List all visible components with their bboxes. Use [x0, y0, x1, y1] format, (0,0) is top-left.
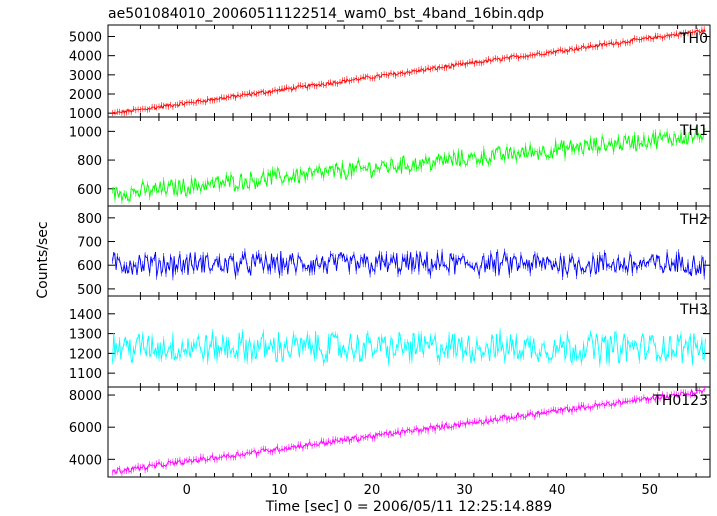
- x-tick-label: 30: [456, 483, 473, 498]
- panel-frame-th1: [107, 116, 711, 207]
- panel-frame-th0123: [107, 386, 711, 478]
- series-th0123-line: [112, 388, 706, 475]
- series-th1-errorbars: [112, 126, 705, 205]
- y-tick-label: 3000: [69, 69, 102, 84]
- y-tick-label: 1400: [69, 308, 102, 323]
- x-tick-label: 40: [549, 483, 566, 498]
- x-axis-label: Time [sec] 0 = 2006/05/11 12:25:14.889: [265, 499, 552, 515]
- y-tick-label: 600: [77, 183, 102, 198]
- x-tick-label: 0: [183, 483, 191, 498]
- x-tick-label: 20: [364, 483, 381, 498]
- series-th1-line: [112, 126, 706, 202]
- y-tick-label: 600: [77, 259, 102, 274]
- series-th3-line: [112, 330, 706, 365]
- x-tick-label: 50: [642, 483, 659, 498]
- chart-title: ae501084010_20060511122514_wam0_bst_4ban…: [108, 6, 544, 22]
- panel-label-th1: TH1: [679, 123, 708, 139]
- y-tick-label: 1000: [69, 125, 102, 140]
- y-tick-label: 800: [77, 154, 102, 169]
- y-tick-label: 1300: [69, 328, 102, 343]
- y-tick-label: 4000: [69, 453, 102, 468]
- panel-frame-th2: [107, 205, 711, 297]
- x-tick-label: 10: [271, 483, 288, 498]
- y-tick-label: 1100: [69, 367, 102, 382]
- y-tick-label: 700: [77, 236, 102, 251]
- y-tick-label: 800: [77, 212, 102, 227]
- y-tick-label: 8000: [69, 389, 102, 404]
- y-tick-label: 500: [77, 283, 102, 298]
- y-tick-label: 6000: [69, 421, 102, 436]
- y-tick-label: 1200: [69, 347, 102, 362]
- y-axis-label: Counts/sec: [35, 221, 51, 298]
- panel-frame-th3: [107, 295, 711, 388]
- series-th3-errorbars: [112, 327, 705, 368]
- panel-label-th2: TH2: [679, 212, 708, 228]
- panel-label-th3: TH3: [679, 302, 708, 318]
- panel-label-th0: TH0: [679, 31, 708, 47]
- series-th2-errorbars: [112, 248, 705, 281]
- series-th0123-errorbars: [112, 386, 705, 476]
- y-tick-label: 2000: [69, 88, 102, 103]
- series-th0-line: [112, 28, 706, 115]
- y-tick-label: 5000: [69, 31, 102, 46]
- panel-label-th0123: TH0123: [652, 393, 708, 409]
- y-tick-label: 4000: [69, 50, 102, 65]
- series-th0-errorbars: [112, 26, 705, 117]
- y-tick-label: 1000: [69, 107, 102, 122]
- series-th2-line: [112, 250, 706, 278]
